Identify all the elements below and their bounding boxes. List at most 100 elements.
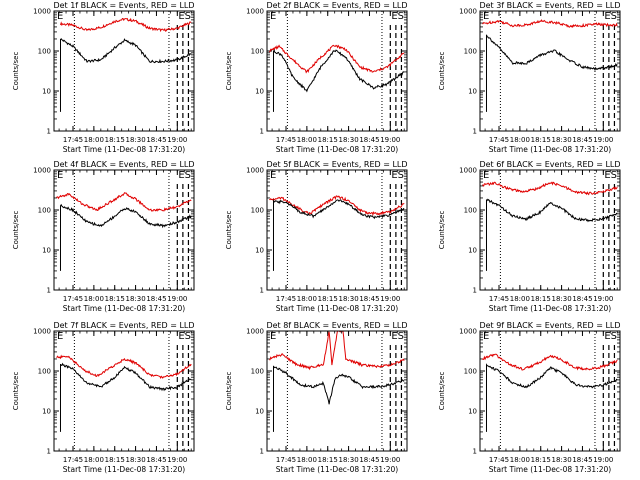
x-tick-label: 18:45 xyxy=(572,456,592,464)
y-tick-label: 1 xyxy=(473,287,477,295)
x-tick-label: 18:45 xyxy=(572,136,592,144)
y-tick-label: 10 xyxy=(255,247,264,255)
x-tick-label: 18:15 xyxy=(105,456,125,464)
y-tick-label: 1 xyxy=(260,128,264,136)
x-tick-label: 18:30 xyxy=(551,456,571,464)
corner-label-right: ES xyxy=(391,170,404,181)
chart-panel-3: Det 3f BLACK = Events, RED = LLD Counts/s… xyxy=(438,1,621,154)
chart-panel-7: Det 7f BLACK = Events, RED = LLD Counts/s… xyxy=(12,321,195,474)
x-tick-label: 17:45 xyxy=(489,295,509,303)
x-tick-label: 19:00 xyxy=(167,456,187,464)
y-axis-label: Counts/sec xyxy=(12,52,20,91)
x-tick-label: 18:15 xyxy=(318,295,338,303)
y-axis-label: Counts/sec xyxy=(12,211,20,250)
corner-label-left: E xyxy=(270,331,276,342)
x-tick-label: 18:45 xyxy=(146,295,166,303)
y-tick-label: 1000 xyxy=(33,328,51,336)
series-line-lld xyxy=(269,330,405,371)
chart-title: Det 1f BLACK = Events, RED = LLD xyxy=(53,1,194,10)
x-tick-label: 18:15 xyxy=(105,295,125,303)
series-line-lld xyxy=(56,354,192,379)
y-tick-label: 1000 xyxy=(459,167,477,175)
corner-label-right: ES xyxy=(178,170,191,181)
series-line-events xyxy=(59,362,192,432)
x-tick-label: 19:00 xyxy=(167,295,187,303)
series-line-events xyxy=(485,198,618,271)
corner-label-right: ES xyxy=(604,170,617,181)
chart-panel-5: Det 5f BLACK = Events, RED = LLD Counts/s… xyxy=(225,160,408,313)
x-tick-label: 18:15 xyxy=(318,136,338,144)
x-tick-label: 18:45 xyxy=(359,456,379,464)
corner-label-right: ES xyxy=(178,331,191,342)
x-tick-label: 18:45 xyxy=(146,456,166,464)
y-tick-label: 10 xyxy=(468,88,477,96)
chart-panel-9: Det 9f BLACK = Events, RED = LLD Counts/s… xyxy=(438,321,621,474)
x-tick-label: 18:15 xyxy=(531,456,551,464)
x-axis-label: Start Time (11-Dec-08 17:31:20) xyxy=(489,145,611,154)
series-line-lld xyxy=(481,353,618,371)
y-tick-label: 1000 xyxy=(246,167,264,175)
chart-panel-1: Det 1f BLACK = Events, RED = LLD Counts/s… xyxy=(12,1,195,154)
x-axis-label: Start Time (11-Dec-08 17:31:20) xyxy=(276,145,398,154)
y-tick-label: 100 xyxy=(38,368,51,376)
x-tick-label: 18:30 xyxy=(551,295,571,303)
chart-panel-6: Det 6f BLACK = Events, RED = LLD Counts/s… xyxy=(438,160,621,313)
y-tick-label: 1 xyxy=(473,128,477,136)
corner-label-right: ES xyxy=(391,11,404,22)
chart-title: Det 6f BLACK = Events, RED = LLD xyxy=(479,160,620,169)
x-axis-label: Start Time (11-Dec-08 17:31:20) xyxy=(63,145,185,154)
y-tick-label: 10 xyxy=(468,247,477,255)
y-axis-label: Counts/sec xyxy=(438,211,446,250)
x-tick-label: 18:00 xyxy=(297,136,317,144)
x-tick-label: 18:00 xyxy=(84,456,104,464)
x-tick-label: 18:15 xyxy=(531,295,551,303)
plot-frame xyxy=(479,169,621,291)
y-tick-label: 10 xyxy=(255,408,264,416)
series-line-events xyxy=(485,363,618,432)
corner-label-right: ES xyxy=(604,11,617,22)
corner-label-left: E xyxy=(57,170,63,181)
plot-frame xyxy=(266,330,408,452)
x-tick-label: 17:45 xyxy=(276,136,296,144)
x-tick-label: 18:15 xyxy=(105,136,125,144)
y-tick-label: 10 xyxy=(42,88,51,96)
series-line-lld xyxy=(60,17,192,33)
series-line-lld xyxy=(269,195,405,216)
x-tick-label: 18:45 xyxy=(359,136,379,144)
y-tick-label: 1 xyxy=(260,287,264,295)
y-tick-label: 1 xyxy=(47,287,51,295)
corner-label-left: E xyxy=(483,11,489,22)
y-tick-label: 100 xyxy=(251,48,264,56)
series-line-events xyxy=(272,365,405,432)
corner-label-left: E xyxy=(270,11,276,22)
chart-title: Det 5f BLACK = Events, RED = LLD xyxy=(266,160,407,169)
x-tick-label: 17:45 xyxy=(63,456,83,464)
series-line-events xyxy=(272,198,405,271)
chart-panel-2: Det 2f BLACK = Events, RED = LLD Counts/s… xyxy=(225,1,408,154)
x-tick-label: 18:15 xyxy=(318,456,338,464)
x-tick-label: 18:45 xyxy=(572,295,592,303)
corner-label-right: ES xyxy=(391,331,404,342)
x-tick-label: 18:45 xyxy=(146,136,166,144)
y-tick-label: 10 xyxy=(255,88,264,96)
y-tick-label: 1000 xyxy=(459,328,477,336)
x-tick-label: 18:45 xyxy=(359,295,379,303)
plot-frame xyxy=(53,169,195,291)
y-tick-label: 1 xyxy=(47,448,51,456)
x-tick-label: 18:30 xyxy=(125,456,145,464)
x-axis-label: Start Time (11-Dec-08 17:31:20) xyxy=(276,304,398,313)
corner-label-right: ES xyxy=(604,331,617,342)
x-tick-label: 19:00 xyxy=(380,136,400,144)
x-tick-label: 19:00 xyxy=(593,136,613,144)
y-tick-label: 1000 xyxy=(33,8,51,16)
x-tick-label: 18:00 xyxy=(510,456,530,464)
x-tick-label: 18:15 xyxy=(531,136,551,144)
y-tick-label: 1000 xyxy=(246,8,264,16)
series-line-lld xyxy=(56,192,192,212)
x-tick-label: 18:00 xyxy=(297,295,317,303)
corner-label-left: E xyxy=(270,170,276,181)
x-axis-label: Start Time (11-Dec-08 17:31:20) xyxy=(489,465,611,474)
x-tick-label: 18:30 xyxy=(338,456,358,464)
x-tick-label: 18:30 xyxy=(125,295,145,303)
x-tick-label: 17:45 xyxy=(489,136,509,144)
